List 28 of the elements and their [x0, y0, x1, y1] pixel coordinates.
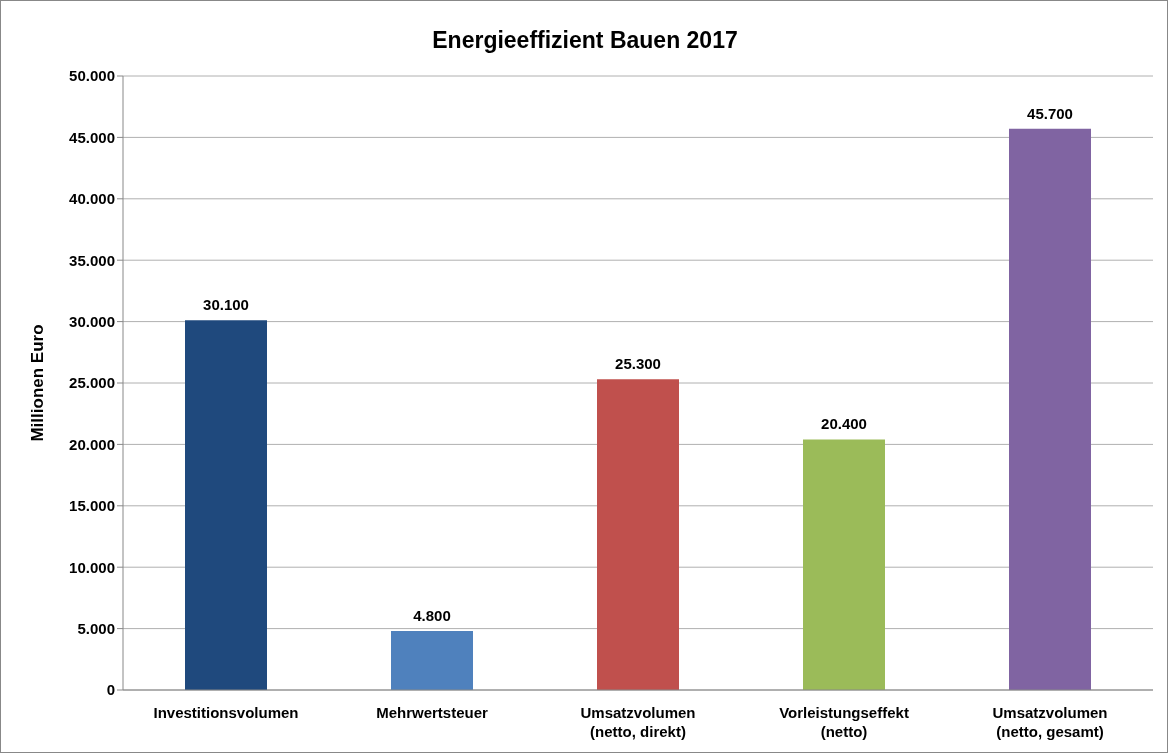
bar	[1009, 128, 1091, 690]
y-tick-label: 35.000	[69, 251, 115, 269]
y-tick-label: 10.000	[69, 558, 115, 576]
bar	[391, 631, 473, 690]
bar	[185, 320, 267, 690]
data-label: 4.800	[413, 607, 451, 625]
bar	[597, 379, 679, 690]
bar	[803, 439, 885, 690]
y-axis-title: Millionen Euro	[28, 324, 48, 442]
y-tick-label: 50.000	[69, 67, 115, 85]
data-label: 25.300	[615, 355, 661, 373]
y-tick-label: 25.000	[69, 374, 115, 392]
x-tick-label: Umsatzvolumen (netto, direkt)	[580, 704, 696, 740]
data-label: 20.400	[821, 415, 867, 433]
y-tick-label: 5.000	[77, 619, 115, 637]
y-tick-label: 0	[106, 681, 115, 699]
x-tick-label: Vorleistungseffekt (netto)	[779, 704, 909, 740]
y-tick-label: 30.000	[69, 312, 115, 330]
data-label: 30.100	[203, 296, 249, 314]
x-tick-label: Investitionsvolumen	[153, 704, 299, 721]
chart-title: Energieeffizient Bauen 2017	[431, 27, 739, 54]
data-label: 45.700	[1027, 104, 1073, 122]
y-tick-label: 15.000	[69, 497, 115, 515]
y-tick-label: 45.000	[69, 128, 115, 146]
x-tick-label: Umsatzvolumen (netto, gesamt)	[992, 704, 1108, 740]
x-tick-label: Mehrwertsteuer	[376, 704, 489, 721]
y-tick-label: 20.000	[69, 435, 115, 453]
y-tick-label: 40.000	[69, 190, 115, 208]
